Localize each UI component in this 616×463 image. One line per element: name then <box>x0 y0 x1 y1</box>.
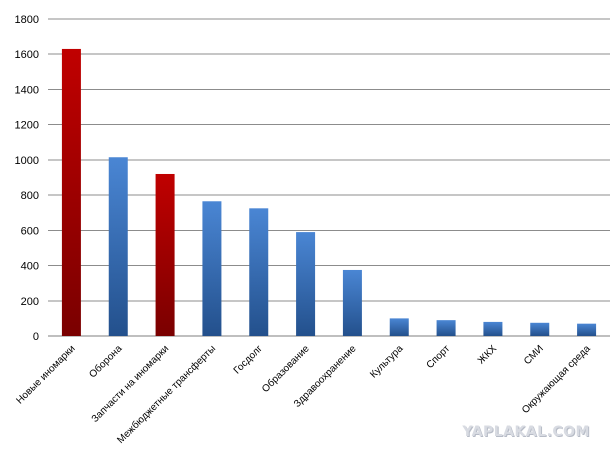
bar-12 <box>577 323 597 336</box>
x-category-label: Культура <box>368 343 405 380</box>
y-tick-label: 0 <box>33 331 39 343</box>
x-category-label: Образование <box>259 342 312 395</box>
bar-10 <box>483 321 503 336</box>
bar-3 <box>155 173 175 336</box>
y-tick-label: 600 <box>21 225 39 237</box>
bar-5 <box>249 208 269 336</box>
x-category-label: ЖКХ <box>476 343 499 366</box>
x-category-label: Оборона <box>87 342 125 380</box>
x-category-label: СМИ <box>522 343 546 367</box>
gridlines <box>48 18 610 337</box>
x-category-label: Новые иномарки <box>14 343 77 406</box>
bar-1 <box>61 48 81 336</box>
bars <box>61 48 597 336</box>
y-axis-tick-labels: 0 200 400 600 800 1000 1200 1400 1600 1800 <box>15 14 39 343</box>
bar-7 <box>342 269 362 336</box>
bar-11 <box>530 322 550 336</box>
y-tick-label: 1800 <box>15 14 39 26</box>
bar-9 <box>436 320 456 336</box>
bar-2 <box>108 157 128 336</box>
bar-4 <box>202 201 222 336</box>
y-tick-label: 1200 <box>15 120 39 132</box>
y-tick-label: 1000 <box>15 155 39 167</box>
x-category-label: Межбюджетные трансферты <box>115 343 218 446</box>
x-category-label: Запчасти на иномарки <box>90 343 171 424</box>
y-tick-label: 400 <box>21 261 39 273</box>
watermark-logo: YAPLAKAL.COM <box>462 424 590 440</box>
y-tick-label: 200 <box>21 296 39 308</box>
bar-8 <box>389 318 409 336</box>
bar-6 <box>296 232 316 336</box>
y-tick-label: 1400 <box>15 84 39 96</box>
x-category-label: Спорт <box>425 343 453 371</box>
x-category-label: Госдолг <box>232 343 265 376</box>
y-tick-label: 800 <box>21 190 39 202</box>
y-tick-label: 1600 <box>15 49 39 61</box>
